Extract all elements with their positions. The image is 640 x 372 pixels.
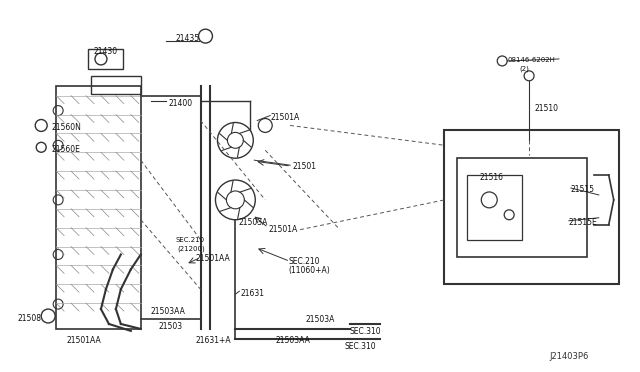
Text: 21435: 21435 xyxy=(175,34,200,43)
Text: 21560E: 21560E xyxy=(51,145,80,154)
Text: SEC.210: SEC.210 xyxy=(175,237,205,243)
Text: SEC.310: SEC.310 xyxy=(345,342,376,351)
Text: 21631: 21631 xyxy=(241,289,264,298)
Text: (2): (2) xyxy=(519,66,529,73)
Text: 21515: 21515 xyxy=(571,185,595,194)
Bar xyxy=(56,86,141,329)
Text: 21501A: 21501A xyxy=(268,225,298,234)
Text: 21503AA: 21503AA xyxy=(151,307,186,316)
Text: 21516: 21516 xyxy=(479,173,503,182)
Text: 21501AA: 21501AA xyxy=(196,254,230,263)
Bar xyxy=(458,158,587,257)
Bar xyxy=(88,49,123,69)
Bar xyxy=(91,76,141,94)
Text: 21515E: 21515E xyxy=(569,218,598,227)
Text: (21200): (21200) xyxy=(178,246,205,252)
Text: 21560N: 21560N xyxy=(51,124,81,132)
Text: 21631+A: 21631+A xyxy=(196,336,231,345)
Text: 21501AA: 21501AA xyxy=(66,336,101,345)
Text: SEC.210: SEC.210 xyxy=(288,257,319,266)
Text: 21508: 21508 xyxy=(17,314,42,323)
Text: 21501A: 21501A xyxy=(270,113,300,122)
Text: 21503AA: 21503AA xyxy=(275,336,310,345)
Text: (11060+A): (11060+A) xyxy=(288,266,330,275)
Text: 21503A: 21503A xyxy=(238,218,268,227)
Text: 21503A: 21503A xyxy=(305,315,335,324)
Text: 21400: 21400 xyxy=(169,99,193,108)
Text: 21510: 21510 xyxy=(534,104,558,113)
Text: J21403P6: J21403P6 xyxy=(550,352,589,361)
Text: SEC.310: SEC.310 xyxy=(350,327,381,336)
Text: 21503: 21503 xyxy=(159,322,183,331)
Bar xyxy=(467,175,522,240)
Bar xyxy=(444,131,619,284)
Text: 21501: 21501 xyxy=(292,162,316,171)
Text: 08146-6202H: 08146-6202H xyxy=(507,57,555,63)
Text: 21430: 21430 xyxy=(94,47,118,56)
